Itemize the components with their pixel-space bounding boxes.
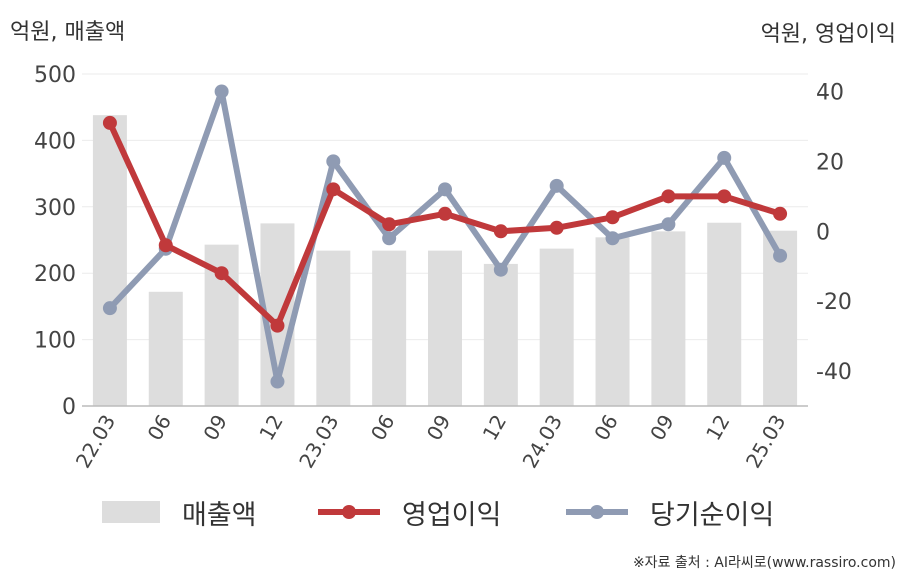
- bar-09: [651, 231, 686, 406]
- point-영업이익-09: [214, 266, 229, 281]
- x-tick-label: 06: [143, 411, 177, 445]
- chart-canvas: 0 100 200 300 400 500 -40 -20 0 20 40 22.03 06 09 12…: [34, 63, 852, 473]
- right-y-tick-label: -40: [816, 360, 852, 385]
- legend-item-sales: 매출액: [102, 492, 257, 532]
- point-당기순이익-09: [661, 217, 676, 232]
- legend-item-operating-profit: 영업이익: [318, 492, 501, 532]
- point-영업이익-24.03: [549, 220, 564, 235]
- legend-label-operating-profit: 영업이익: [402, 499, 502, 531]
- bar-23.03: [316, 250, 351, 406]
- point-당기순이익-23.03: [326, 154, 341, 169]
- point-영업이익-06: [605, 210, 620, 225]
- point-당기순이익-24.03: [549, 178, 564, 193]
- right-y-tick-label: -20: [816, 290, 852, 315]
- bar-12: [707, 222, 742, 406]
- point-당기순이익-09: [438, 182, 452, 197]
- left-y-tick-label: 200: [34, 262, 76, 287]
- x-tick-label: 12: [701, 411, 735, 445]
- left-y-tick-label: 500: [34, 63, 76, 88]
- point-당기순이익-06: [605, 231, 620, 246]
- point-영업이익-09: [661, 189, 676, 204]
- bar-06: [595, 237, 630, 406]
- left-y-tick-label: 300: [34, 196, 76, 221]
- point-당기순이익-12: [493, 262, 508, 277]
- right-y-tick-label: 20: [816, 150, 844, 175]
- x-tick-label: 06: [589, 411, 623, 445]
- right-y-tick-label: 0: [816, 220, 830, 245]
- left-axis-unit: 억원, 매출액: [10, 20, 126, 45]
- x-tick-label: 09: [422, 411, 456, 445]
- x-tick-label: 24.03: [518, 411, 567, 473]
- bar-06: [372, 250, 407, 406]
- x-tick-label: 25.03: [741, 411, 790, 473]
- right-y-tick-label: 40: [816, 80, 844, 105]
- x-tick-label: 12: [478, 411, 512, 445]
- point-영업이익-12: [717, 189, 732, 204]
- x-tick-label: 06: [366, 411, 400, 445]
- x-axis: 22.03 06 09 12 23.03 06 09 12 24.03 06 09 12 25.03: [71, 405, 808, 473]
- point-영업이익-06: [158, 238, 173, 253]
- point-영업이익-25.03: [773, 206, 788, 221]
- legend-swatch-operating-profit: [318, 501, 380, 523]
- legend-item-net-income: 당기순이익: [566, 492, 774, 532]
- point-영업이익-12: [493, 224, 508, 239]
- point-영업이익-09: [438, 206, 452, 221]
- left-y-tick-label: 100: [34, 329, 76, 354]
- point-당기순이익-09: [214, 84, 229, 99]
- point-영업이익-06: [382, 217, 397, 232]
- legend-label-net-income: 당기순이익: [650, 499, 775, 531]
- point-당기순이익-22.03: [102, 301, 117, 316]
- x-tick-label: 12: [254, 411, 288, 445]
- point-영업이익-12: [270, 318, 285, 333]
- bar-12: [483, 263, 518, 406]
- bar-06: [148, 291, 183, 406]
- bar-09: [428, 250, 462, 406]
- x-tick-label: 09: [645, 411, 679, 445]
- legend-swatch-sales: [102, 501, 160, 523]
- legend-label-sales: 매출액: [182, 499, 257, 531]
- x-tick-label: 22.03: [71, 411, 120, 473]
- left-y-tick-label: 400: [34, 129, 76, 154]
- left-y-tick-label: 0: [62, 395, 76, 420]
- bar-22.03: [92, 115, 127, 406]
- point-당기순이익-06: [382, 231, 397, 246]
- point-영업이익-22.03: [102, 115, 117, 130]
- x-tick-label: 09: [198, 411, 232, 445]
- legend-swatch-net-income: [566, 501, 628, 523]
- right-y-axis: -40 -20 0 20 40: [816, 80, 852, 385]
- left-y-axis: 0 100 200 300 400 500: [34, 63, 76, 420]
- right-axis-unit: 억원, 영업이익: [760, 22, 896, 47]
- point-당기순이익-25.03: [773, 248, 788, 263]
- source-note: ※자료 출처 : AI라씨로(www.rassiro.com): [632, 555, 896, 571]
- x-tick-label: 23.03: [294, 411, 343, 473]
- point-당기순이익-12: [270, 374, 285, 389]
- point-영업이익-23.03: [326, 182, 341, 197]
- point-당기순이익-12: [717, 150, 732, 165]
- bar-24.03: [539, 248, 574, 406]
- line-series: [102, 84, 788, 389]
